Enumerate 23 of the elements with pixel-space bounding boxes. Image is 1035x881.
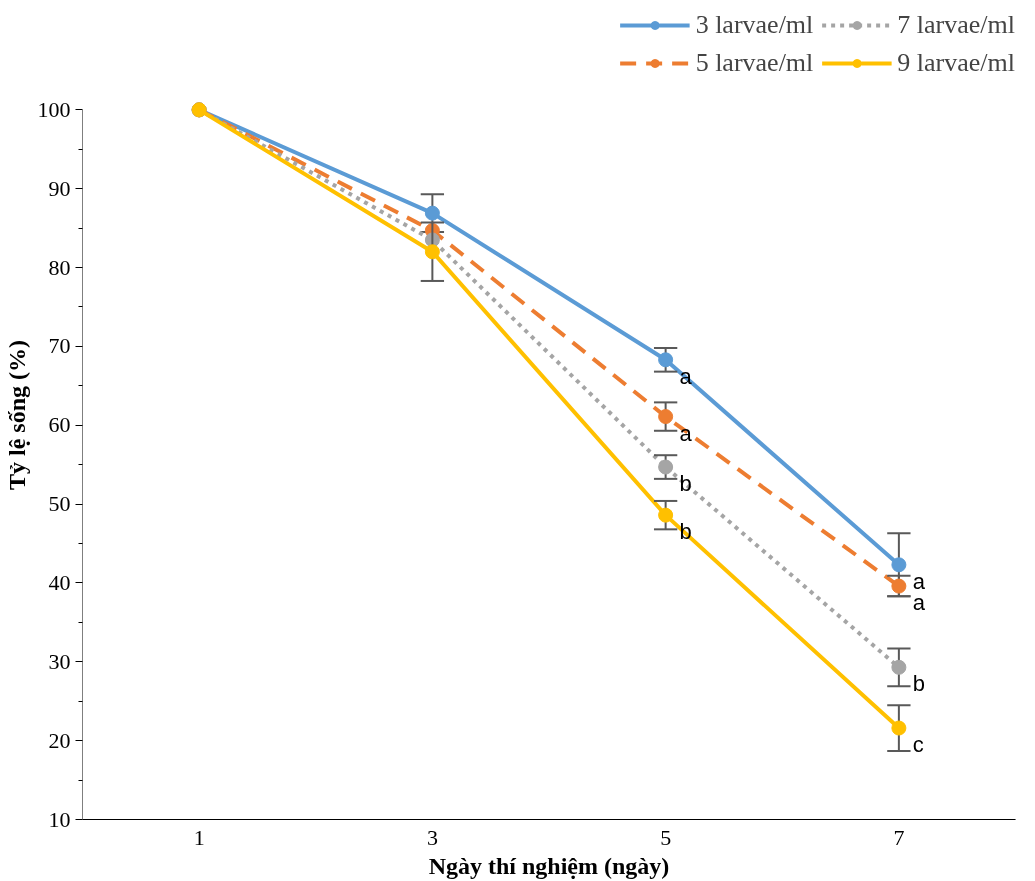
y-tick-label: 100 (37, 96, 71, 122)
x-tick-label: 5 (660, 824, 672, 850)
y-tick-label: 30 (48, 648, 71, 674)
y-tick-label: 40 (48, 569, 71, 595)
legend-label: 7 larvae/ml (897, 10, 1015, 40)
x-tick-label: 3 (426, 824, 438, 850)
y-tick-label: 60 (48, 412, 71, 438)
y-tick-label: 70 (48, 333, 71, 359)
legend-label: 5 larvae/ml (695, 48, 814, 78)
y-tick-label: 50 (48, 491, 71, 517)
annotation: b (912, 671, 926, 697)
legend-label: 3 larvae/ml (695, 10, 814, 40)
x-tick-label: 7 (893, 824, 905, 850)
y-tick-label: 10 (48, 806, 71, 832)
legend-label: 9 larvae/ml (897, 48, 1015, 78)
x-axis-title: Ngày thí nghiệm (ngày) (428, 852, 670, 879)
x-tick-label: 1 (193, 824, 205, 850)
annotation: b (679, 471, 692, 497)
y-axis-title: Tỷ lệ sống (%) (3, 340, 30, 490)
y-tick-label: 90 (48, 175, 71, 201)
y-tick-label: 80 (48, 254, 71, 280)
annotation: c (912, 732, 924, 758)
y-tick-label: 20 (48, 727, 71, 753)
